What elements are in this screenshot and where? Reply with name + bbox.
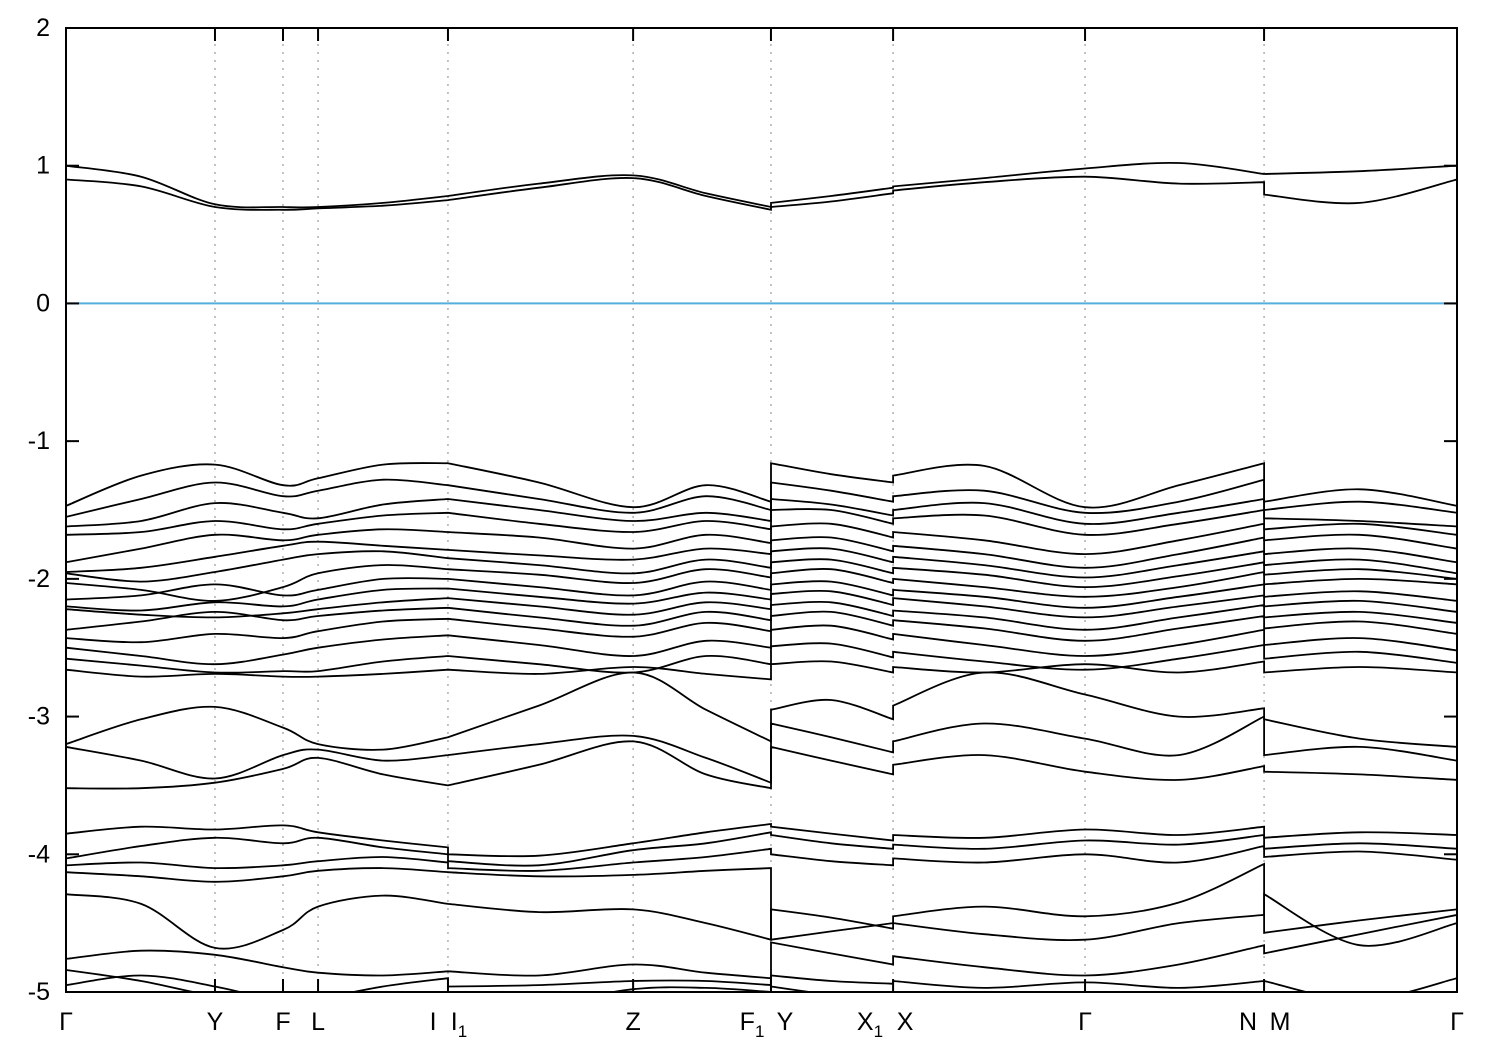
k-point-label: I <box>430 1008 437 1036</box>
x-axis-labels: Γ Y F L I I1 Z F1 Y X1 X Γ N M Γ <box>59 1008 1464 1041</box>
k-point-label: Y <box>207 1008 224 1036</box>
band-valence-16 <box>66 660 1457 681</box>
k-point-label: N <box>1239 1008 1257 1036</box>
k-point-label: L <box>311 1008 325 1036</box>
band-valence-12 <box>66 600 1457 631</box>
axis-ticks <box>66 27 1457 993</box>
k-point-label: F1 <box>740 1008 765 1041</box>
band-valence-24 <box>66 892 1457 950</box>
band-conduction-2 <box>66 175 1457 211</box>
band-valence-1 <box>66 462 1457 509</box>
band-valence-27 <box>66 974 1457 992</box>
y-axis-labels: 2 1 0 -1 -2 -3 -4 -5 <box>28 14 50 1006</box>
band-valence-10 <box>66 580 1457 612</box>
band-valence-14 <box>66 624 1457 666</box>
band-valence-5 <box>66 522 1457 564</box>
band-valence-11 <box>66 589 1457 619</box>
y-tick-label: 1 <box>36 152 50 180</box>
band-valence-4 <box>66 508 1457 536</box>
band-valence-6 <box>66 536 1457 573</box>
band-valence-2 <box>66 478 1457 518</box>
k-point-label: Γ <box>1450 1008 1464 1036</box>
k-point-label: X1 <box>857 1008 883 1041</box>
band-valence-21 <box>66 831 1457 867</box>
band-valence-20 <box>66 822 1457 858</box>
y-tick-label: -2 <box>28 565 50 593</box>
plot-border <box>65 27 1458 993</box>
band-valence-22 <box>66 844 1457 872</box>
y-tick-label: -4 <box>28 840 50 868</box>
band-valence-3 <box>66 497 1457 528</box>
band-valence-26 <box>66 969 1457 992</box>
k-point-label: Y <box>777 1008 794 1036</box>
k-point-label: Z <box>625 1008 640 1036</box>
k-point-label: M <box>1270 1008 1291 1036</box>
k-point-label: Γ <box>59 1008 73 1036</box>
band-valence-25 <box>66 914 1457 980</box>
band-valence-19 <box>66 740 1457 790</box>
band-valence-23 <box>66 862 1457 941</box>
band-valence-8 <box>66 558 1457 602</box>
band-valence-13 <box>66 610 1457 644</box>
band-valence-7 <box>66 547 1457 583</box>
k-point-label: I1 <box>451 1008 467 1041</box>
k-point-label: Γ <box>1078 1008 1092 1036</box>
band-lines <box>66 161 1457 992</box>
k-point-label: F <box>275 1008 290 1036</box>
y-tick-label: -5 <box>28 978 50 1006</box>
band-valence-15 <box>66 642 1457 674</box>
band-valence-18 <box>66 715 1457 785</box>
band-valence-9 <box>66 567 1457 601</box>
k-point-label: X <box>897 1008 914 1036</box>
y-tick-label: -1 <box>28 427 50 455</box>
y-tick-label: -3 <box>28 703 50 731</box>
band-valence-17 <box>66 671 1457 751</box>
band-conduction-1 <box>66 161 1457 209</box>
y-tick-label: 2 <box>36 14 50 42</box>
y-tick-label: 0 <box>36 289 50 317</box>
